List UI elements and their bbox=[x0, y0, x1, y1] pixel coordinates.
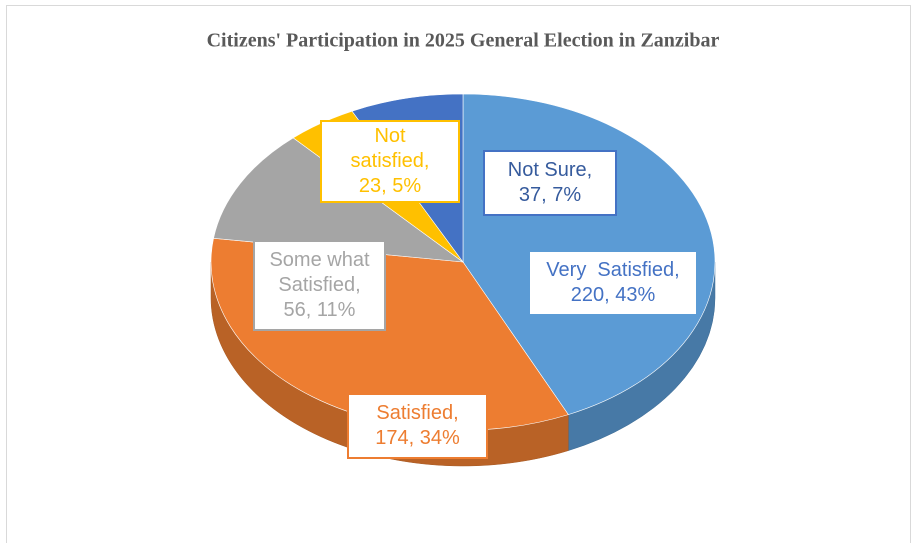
data-label: Not Sure, 37, 7% bbox=[483, 150, 617, 216]
data-label: Not satisfied, 23, 5% bbox=[320, 120, 460, 203]
data-label: Very Satisfied, 220, 43% bbox=[528, 250, 698, 316]
data-label: Satisfied, 174, 34% bbox=[347, 393, 488, 459]
data-label: Some what Satisfied, 56, 11% bbox=[253, 240, 386, 331]
chart-title: Citizens' Participation in 2025 General … bbox=[207, 30, 720, 52]
